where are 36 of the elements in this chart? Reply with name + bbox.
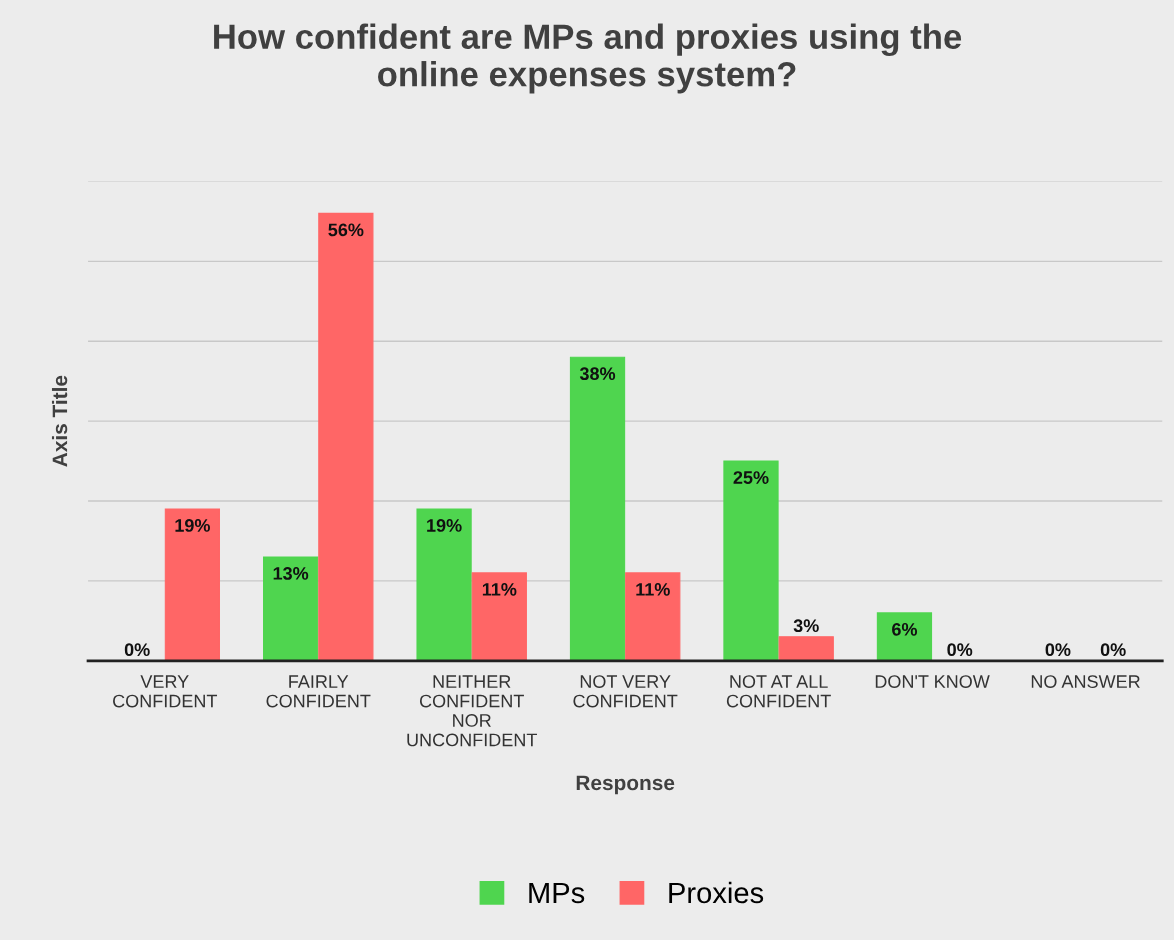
data-label: 6% <box>892 622 918 636</box>
data-label: 13% <box>273 567 309 580</box>
bar <box>471 572 527 661</box>
data-label: 0% <box>1045 643 1071 657</box>
chart-title: How confident are MPs and proxies using the online expenses system? <box>214 23 962 94</box>
x-tick-label: NO ANSWER <box>1031 675 1140 688</box>
bar <box>723 460 779 661</box>
x-tick-label: NOT VERY CONFIDENT <box>573 675 678 708</box>
bar <box>164 508 221 661</box>
x-tick-label: VERY CONFIDENT <box>113 675 218 708</box>
x-tick-label: DON'T KNOW <box>875 675 990 688</box>
data-label: 19% <box>427 519 462 532</box>
data-label: 0% <box>1100 643 1126 657</box>
bar <box>569 356 626 661</box>
bar <box>778 636 834 661</box>
bar <box>625 572 681 661</box>
data-label: 11% <box>636 583 670 596</box>
legend-label: MPs <box>529 882 585 904</box>
data-label: 3% <box>793 619 819 633</box>
x-tick-label: NEITHER CONFIDENT NOR UNCONFIDENT <box>407 675 537 747</box>
x-axis-title: Response <box>576 775 675 795</box>
x-tick-label: NOT AT ALL CONFIDENT <box>726 675 831 708</box>
bar <box>318 212 374 661</box>
data-label: 25% <box>733 471 769 484</box>
data-label: 0% <box>124 643 150 657</box>
bar <box>416 508 472 661</box>
data-label: 38% <box>579 367 616 381</box>
bar <box>876 612 933 661</box>
data-label: 19% <box>175 519 210 532</box>
bar <box>262 556 319 661</box>
data-label: 11% <box>482 583 517 596</box>
y-axis-title: Axis Title <box>51 375 68 467</box>
data-label: 56% <box>328 223 364 237</box>
legend-label: Proxies <box>669 881 764 904</box>
data-label: 0% <box>947 643 973 657</box>
x-tick-label: FAIRLY CONFIDENT <box>266 675 371 708</box>
